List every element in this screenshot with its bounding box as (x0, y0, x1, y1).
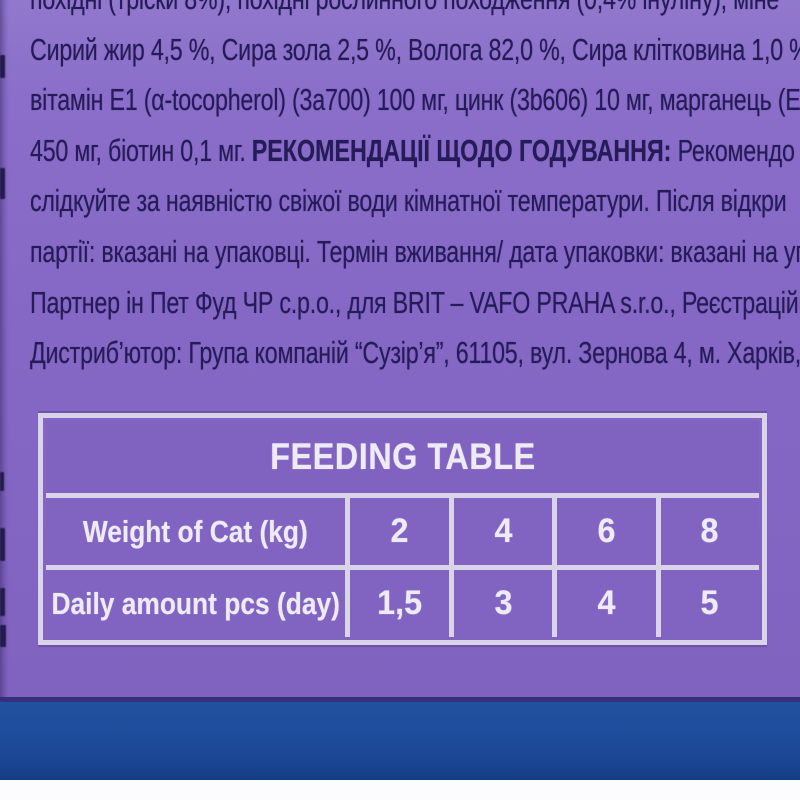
text-line-1-content: похідні (тріски 8%), похідні рослинного … (30, 0, 779, 16)
text-line-8-content: Дистриб’ютор: Група компаній “Сузір’я”, … (30, 335, 800, 371)
text-line-feeding-recommendations: 450 мг, біотин 0,1 мг. РЕКОМЕНДАЦІЇ ЩОДО… (0, 126, 795, 177)
package-bottom-blue-band (0, 702, 800, 780)
row-label-weight-of-cat: Weight of Cat (kg) (46, 498, 346, 565)
daily-amount-value-cell: 1,5 (350, 570, 449, 637)
cut-off-glyph-fragment (0, 625, 6, 647)
feeding-table-grid: FEEDING TABLE Weight of Cat (kg) 2 4 6 8… (46, 421, 759, 637)
daily-amount-value-cell: 4 (557, 570, 656, 637)
text-line-composition-derivatives: похідні (тріски 8%), похідні рослинного … (0, 0, 779, 25)
weight-value: 6 (597, 512, 616, 550)
weight-value-cell: 6 (557, 498, 656, 565)
daily-amount-value: 5 (700, 584, 719, 622)
weight-value-cell: 8 (660, 498, 759, 565)
ingredients-text-block: похідні (тріски 8%), похідні рослинного … (0, 0, 800, 379)
weight-value-cell: 2 (350, 498, 449, 565)
feeding-table: FEEDING TABLE Weight of Cat (kg) 2 4 6 8… (38, 413, 767, 645)
daily-amount-value-cell: 5 (660, 570, 759, 637)
feeding-recommendations-heading: РЕКОМЕНДАЦІЇ ЩОДО ГОДУВАННЯ: (251, 132, 672, 168)
weight-value: 4 (494, 512, 513, 550)
panel-fold-line (0, 697, 800, 704)
background-surface-strip (0, 780, 800, 800)
weight-value: 8 (700, 512, 719, 550)
text-line-7-content: Партнер ін Пет Фуд ЧР с.р.о., для BRIT –… (30, 284, 800, 320)
weight-value: 2 (390, 512, 409, 550)
feeding-table-title: FEEDING TABLE (269, 436, 536, 477)
text-line-4-pre: 450 мг, біотин 0,1 мг. (30, 132, 252, 168)
cut-off-glyph-fragment (0, 472, 4, 491)
package-fold-shadow (0, 0, 9, 703)
daily-amount-value: 3 (494, 584, 513, 622)
text-line-fresh-water: слідкуйте за наявністю свіжої води кімна… (0, 176, 787, 227)
feeding-table-title-cell: FEEDING TABLE (46, 421, 759, 493)
text-line-5-content: слідкуйте за наявністю свіжої води кімна… (30, 183, 787, 219)
text-line-analysis: Сирий жир 4,5 %, Сира зола 2,5 %, Волога… (0, 25, 800, 76)
weight-value-cell: 4 (453, 498, 553, 565)
text-line-3-content: вітамін Е1 (α-tocopherol) (3а700) 100 мг… (30, 82, 800, 118)
row-label-daily-amount-text: Daily amount pcs (day) (51, 585, 340, 621)
text-line-6-content: партії: вказані на упаковці. Термін вжив… (30, 233, 800, 269)
daily-amount-value-cell: 3 (453, 570, 553, 637)
text-line-4-post: Рекомендо (671, 132, 795, 168)
text-line-vitamins: вітамін Е1 (α-tocopherol) (3а700) 100 мг… (0, 75, 800, 126)
daily-amount-value: 4 (597, 584, 616, 622)
text-line-distributor: Дистриб’ютор: Група компаній “Сузір’я”, … (0, 328, 800, 379)
text-line-batch-info: партії: вказані на упаковці. Термін вжив… (0, 227, 800, 278)
cut-off-glyph-fragment (0, 528, 5, 561)
text-line-manufacturer: Партнер ін Пет Фуд ЧР с.р.о., для BRIT –… (0, 278, 800, 329)
cut-off-glyph-fragment (0, 168, 5, 199)
cut-off-glyph-fragment (0, 55, 5, 78)
daily-amount-value: 1,5 (377, 584, 423, 622)
cut-off-glyph-fragment (0, 588, 5, 616)
row-label-daily-amount: Daily amount pcs (day) (46, 570, 346, 637)
row-label-weight-text: Weight of Cat (kg) (83, 513, 309, 549)
text-line-2-content: Сирий жир 4,5 %, Сира зола 2,5 %, Волога… (30, 31, 800, 67)
